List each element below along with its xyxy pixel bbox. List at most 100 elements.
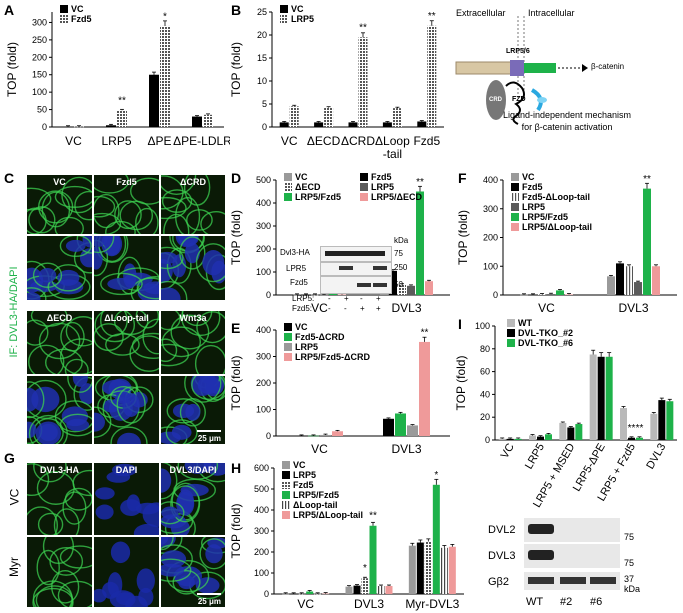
bar (634, 282, 642, 295)
nucleus (95, 487, 115, 500)
cell-outline (100, 272, 143, 296)
micro-label: Wnt3a (179, 313, 207, 323)
cell-outline (27, 187, 52, 211)
cell-outline (59, 338, 92, 374)
category-label: DVL3 (354, 597, 384, 611)
bar (160, 25, 170, 128)
nucleus (27, 387, 39, 412)
legend-label: Fzd5-ΔLoop-tail (522, 192, 590, 202)
category-label: ΔLoop (375, 134, 410, 148)
y-tick-label: 300 (256, 221, 271, 231)
sign: - (360, 294, 363, 303)
micro-dcrd-green: ΔCRD (160, 174, 226, 235)
cell-outline (27, 319, 49, 346)
micro-label: ΔLoop-tail (104, 313, 149, 323)
micro-dloop-green: ΔLoop-tail (93, 310, 160, 375)
nucleus (110, 541, 131, 564)
micro-wnt3a-green: Wnt3a (160, 310, 226, 375)
bar (440, 547, 448, 594)
bar (416, 191, 424, 295)
cell-outline (37, 512, 64, 535)
panel-c-side-label-wrap: IF: DVL3-HA/DAPI (4, 186, 22, 446)
bar (537, 436, 544, 440)
bar (332, 431, 343, 436)
bar (308, 435, 319, 437)
nucleus (103, 236, 121, 256)
nucleus (111, 463, 137, 477)
cell-outline (67, 376, 92, 393)
category-label: VC (538, 301, 555, 315)
bar (417, 121, 427, 127)
nucleus (122, 393, 140, 417)
blot-d-band-lpr5 (320, 262, 392, 276)
blot-d-lrp5-label: LRP5: (292, 294, 315, 303)
panel-label-b: B (231, 2, 242, 18)
cell-outline (74, 190, 92, 221)
bar (377, 586, 385, 594)
cell-texture (94, 541, 155, 607)
g-row-myr: Myr (7, 557, 21, 577)
bar (565, 294, 573, 295)
y-tick-label: 200 (256, 378, 271, 388)
bar (302, 294, 310, 296)
nucleus (161, 468, 172, 493)
y-tick-label: 500 (256, 175, 271, 185)
legend-swatch (360, 173, 368, 181)
bar (63, 126, 73, 128)
micro-fzd5-merge (93, 235, 160, 301)
bar (448, 546, 456, 594)
cell-outline (196, 311, 225, 344)
category-label: VC (311, 301, 328, 315)
y-tick-label: 100 (256, 405, 271, 415)
cell-outline (65, 316, 92, 347)
bar (427, 25, 437, 127)
legend-label: ΔECD (295, 182, 321, 192)
legend-swatch (282, 501, 290, 509)
fzd-label: FZD (512, 96, 526, 103)
cell-outline (161, 537, 183, 554)
nucleus (195, 577, 220, 594)
significance-mark: ** (428, 11, 436, 22)
bar (106, 125, 116, 127)
cell-outline (130, 177, 159, 205)
bar (192, 116, 202, 127)
cell-outline (27, 379, 67, 419)
blot-d-band-fzd5 (320, 276, 392, 294)
y-tick-label: 150 (32, 70, 47, 80)
cell-outline (94, 323, 124, 352)
y-tick-label: 0 (264, 589, 269, 599)
cell-outline (30, 311, 68, 327)
cell-outline (110, 426, 148, 444)
y-tick-label: 0 (42, 122, 47, 132)
panel-label-e: E (231, 320, 241, 336)
category-label: VC (499, 441, 517, 460)
bar (361, 578, 369, 594)
legend-label: Fzd5 (522, 182, 543, 192)
bar (398, 284, 406, 295)
cell-outline (51, 570, 80, 604)
nucleus (161, 287, 181, 300)
y-tick-label: 100 (32, 87, 47, 97)
bar (432, 484, 440, 594)
blot-i-marker: 75 (624, 558, 635, 568)
nucleus (185, 403, 201, 421)
y-tick-label: 20 (480, 412, 490, 422)
y-tick-label: 0 (262, 122, 267, 132)
legend-swatch (511, 223, 519, 231)
micro-vc-green: VC (26, 174, 93, 235)
bar (407, 425, 418, 436)
micro-fzd5-green: Fzd5 (93, 174, 160, 235)
legend-label: LRP5/ΔLoop-tail (522, 222, 592, 232)
nucleus (138, 587, 154, 606)
legend-swatch (360, 193, 368, 201)
y-axis-label: TOP (fold) (456, 210, 470, 265)
nucleus (95, 504, 114, 520)
cell-outline (28, 344, 65, 374)
legend-label: LRP5/Fzd5-ΔCRD (295, 352, 370, 362)
cell-outline (172, 569, 201, 595)
intracellular-label: Intracellular (528, 8, 575, 18)
scale-bar-label: 25 μm (197, 434, 221, 443)
cell-outline (27, 506, 58, 535)
bar (306, 591, 314, 594)
